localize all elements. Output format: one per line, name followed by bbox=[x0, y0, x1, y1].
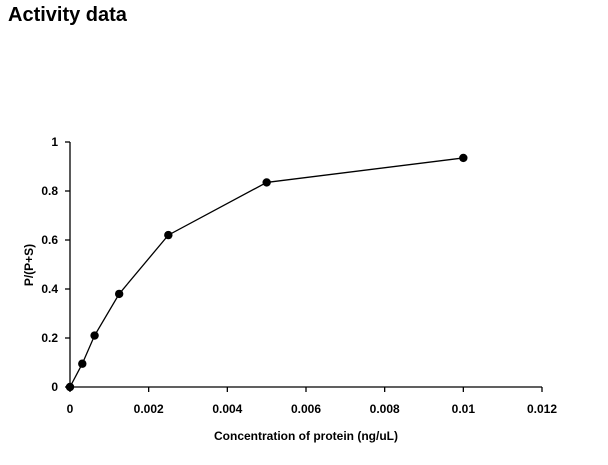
x-tick-label: 0.004 bbox=[212, 402, 242, 416]
data-point bbox=[164, 230, 173, 240]
data-layer bbox=[65, 153, 468, 392]
data-point bbox=[65, 382, 75, 392]
x-tick-label: 0.01 bbox=[452, 402, 476, 416]
data-point bbox=[459, 153, 468, 163]
x-tick-label: 0.002 bbox=[134, 402, 164, 416]
y-tick-label: 1 bbox=[51, 135, 58, 149]
data-point bbox=[114, 289, 124, 299]
y-tick-label: 0.2 bbox=[41, 331, 58, 345]
x-ticks bbox=[69, 387, 543, 392]
data-point bbox=[262, 178, 271, 187]
x-axis-label: Concentration of protein (ng/uL) bbox=[214, 429, 398, 443]
y-tick-labels: 0 0.2 0.4 0.6 0.8 1 bbox=[41, 135, 58, 394]
y-tick-label: 0.6 bbox=[41, 233, 58, 247]
y-axis: 0 0.2 0.4 0.6 0.8 1 bbox=[41, 135, 71, 394]
x-tick-labels: 0 0.002 0.004 0.006 0.008 0.01 0.012 bbox=[67, 402, 558, 416]
data-point bbox=[90, 331, 99, 340]
y-tick-label: 0.4 bbox=[41, 282, 58, 296]
y-tick-label: 0 bbox=[51, 380, 58, 394]
data-point bbox=[78, 359, 87, 368]
y-axis-label: P/(P+S) bbox=[22, 244, 36, 286]
x-axis: 0 0.002 0.004 0.006 0.008 0.01 0.012 bbox=[67, 386, 558, 416]
page-title: Activity data bbox=[8, 4, 127, 26]
y-ticks bbox=[65, 141, 70, 388]
x-tick-label: 0.006 bbox=[291, 402, 321, 416]
x-tick-label: 0.012 bbox=[527, 402, 557, 416]
x-tick-label: 0.008 bbox=[370, 402, 400, 416]
series-line bbox=[69, 157, 464, 388]
y-tick-label: 0.8 bbox=[41, 184, 58, 198]
x-tick-label: 0 bbox=[67, 402, 74, 416]
